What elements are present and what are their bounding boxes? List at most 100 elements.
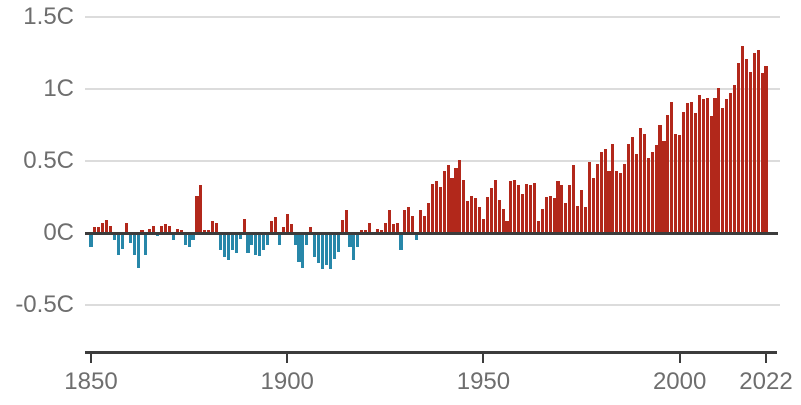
bar — [379, 230, 383, 233]
bar — [493, 179, 497, 233]
bar — [266, 233, 270, 245]
bar — [328, 233, 332, 269]
bar — [733, 84, 737, 233]
bar — [446, 165, 450, 233]
bar — [682, 112, 686, 233]
bar — [120, 233, 124, 249]
x-tick-1950 — [482, 351, 485, 363]
bar — [580, 189, 584, 233]
bar — [124, 222, 128, 233]
bar — [442, 171, 446, 233]
bar — [313, 233, 317, 258]
bar — [320, 233, 325, 269]
bar — [709, 116, 713, 233]
bar — [415, 233, 419, 241]
bar — [560, 185, 564, 233]
x-tick-label: 1900 — [260, 368, 314, 395]
bar — [717, 87, 721, 233]
bar — [195, 195, 199, 233]
bar — [587, 162, 591, 233]
bar — [552, 198, 556, 233]
x-tick-label: 1950 — [456, 368, 511, 395]
x-axis-line — [85, 351, 777, 354]
bar — [160, 225, 164, 233]
bar — [364, 230, 368, 233]
bar — [646, 158, 650, 233]
bar — [497, 199, 501, 233]
bar — [175, 228, 179, 233]
bar — [536, 221, 540, 233]
bar — [752, 53, 756, 233]
bar — [517, 185, 521, 233]
bar — [293, 233, 297, 245]
bar — [674, 133, 678, 233]
bar — [650, 152, 654, 233]
bar — [403, 209, 407, 233]
bar — [623, 163, 627, 233]
bar — [273, 217, 277, 233]
bar — [305, 233, 309, 245]
bar — [525, 184, 529, 233]
bar — [701, 99, 705, 233]
gridline--0.5C — [85, 304, 780, 306]
bar — [301, 233, 305, 268]
bar — [136, 233, 140, 268]
bar — [199, 185, 203, 233]
bar — [544, 197, 548, 233]
bar — [501, 208, 505, 233]
y-tick-label: 1.5C — [23, 3, 74, 30]
bar — [477, 207, 482, 233]
bar — [662, 140, 666, 233]
bar — [375, 228, 380, 233]
bar — [521, 194, 525, 233]
bar — [222, 233, 226, 258]
bar — [348, 233, 352, 248]
bar — [187, 233, 191, 248]
bar — [317, 233, 321, 264]
bar — [489, 188, 493, 233]
bar — [474, 198, 478, 233]
bar — [368, 222, 372, 233]
y-tick-label: 0C — [43, 219, 74, 246]
bar — [697, 94, 701, 233]
bar — [705, 97, 709, 233]
bar — [234, 233, 238, 254]
bar — [556, 181, 560, 233]
bar — [462, 179, 466, 233]
bar — [528, 185, 533, 233]
x-tick-label: 2022 — [739, 368, 793, 395]
bar — [458, 159, 462, 233]
bar — [152, 225, 156, 233]
bar — [568, 185, 572, 233]
bar — [748, 71, 752, 233]
bar — [407, 207, 411, 233]
bar — [505, 221, 509, 233]
bar — [721, 107, 725, 233]
bar — [395, 222, 399, 233]
bar — [454, 168, 458, 233]
y-tick-label: 0.5C — [23, 147, 74, 174]
gridline-1.5C — [85, 16, 780, 18]
bar — [744, 58, 748, 233]
bar — [693, 113, 697, 233]
gridline-1C — [85, 88, 780, 90]
bar — [109, 225, 113, 233]
bar — [627, 143, 631, 233]
bar — [725, 99, 729, 233]
bar — [203, 230, 207, 233]
bar — [572, 165, 576, 233]
bar — [242, 218, 246, 233]
bar — [391, 224, 395, 233]
bar — [281, 227, 285, 233]
bar — [666, 114, 670, 233]
bar — [689, 101, 693, 233]
bar — [344, 209, 348, 233]
bar — [430, 184, 434, 233]
bar — [387, 209, 391, 233]
bar — [340, 220, 344, 233]
bar — [285, 214, 289, 233]
bar — [336, 233, 340, 252]
bar — [226, 233, 230, 261]
bar — [238, 233, 242, 239]
